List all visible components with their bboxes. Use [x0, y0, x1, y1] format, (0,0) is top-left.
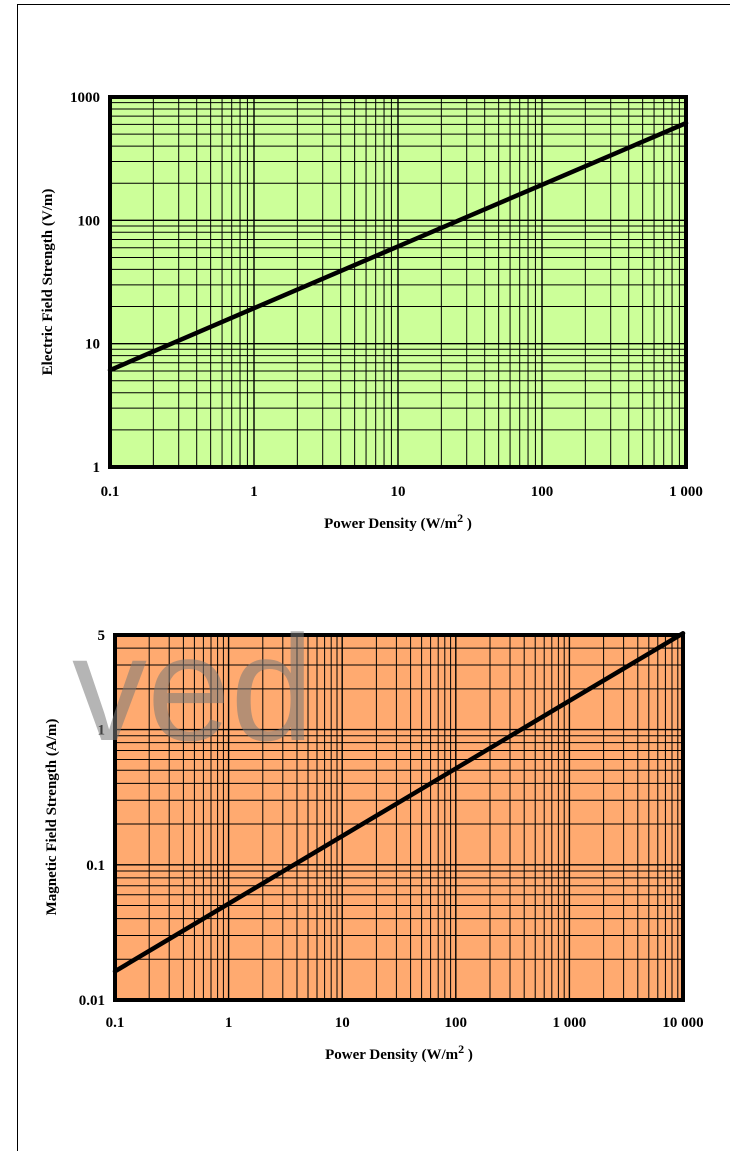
plot-background: [115, 635, 683, 1000]
x-axis-label: Power Density (W/m2 ): [325, 1042, 473, 1063]
y-tick-label: 100: [78, 213, 101, 229]
y-tick-label: 0.1: [86, 858, 105, 874]
x-axis-label: Power Density (W/m2 ): [324, 511, 472, 532]
series-line: [107, 120, 689, 373]
x-tick-label: 0.1: [101, 484, 120, 500]
x-tick-label: 100: [531, 484, 554, 500]
grid-lines: [109, 97, 686, 468]
watermark-text: ved: [72, 604, 314, 772]
x-tick-label: 100: [445, 1015, 468, 1031]
y-tick-label: 1: [93, 460, 101, 476]
plot-border: [108, 95, 688, 469]
x-tick-label: 0.1: [106, 1015, 125, 1031]
x-tick-label: 1: [250, 484, 258, 500]
x-tick-label: 10: [335, 1015, 350, 1031]
y-axis-label: Electric Field Strength (V/m): [40, 189, 56, 376]
plot-border: [113, 633, 685, 1002]
y-tick-label: 10: [85, 337, 100, 353]
x-tick-label: 1: [225, 1015, 233, 1031]
y-tick-label: 0.01: [79, 993, 105, 1009]
x-tick-label: 10 000: [662, 1015, 703, 1031]
x-tick-label: 10: [391, 484, 406, 500]
x-tick-label: 1 000: [553, 1015, 587, 1031]
x-tick-label: 1 000: [669, 484, 703, 500]
grid-lines: [114, 634, 683, 1001]
y-tick-label: 1: [98, 723, 106, 739]
y-axis-label: Magnetic Field Strength (A/m): [44, 719, 60, 916]
y-tick-label: 5: [98, 628, 106, 644]
y-tick-label: 1000: [70, 90, 100, 106]
series-line: [112, 631, 686, 974]
page-frame: [17, 4, 730, 1151]
